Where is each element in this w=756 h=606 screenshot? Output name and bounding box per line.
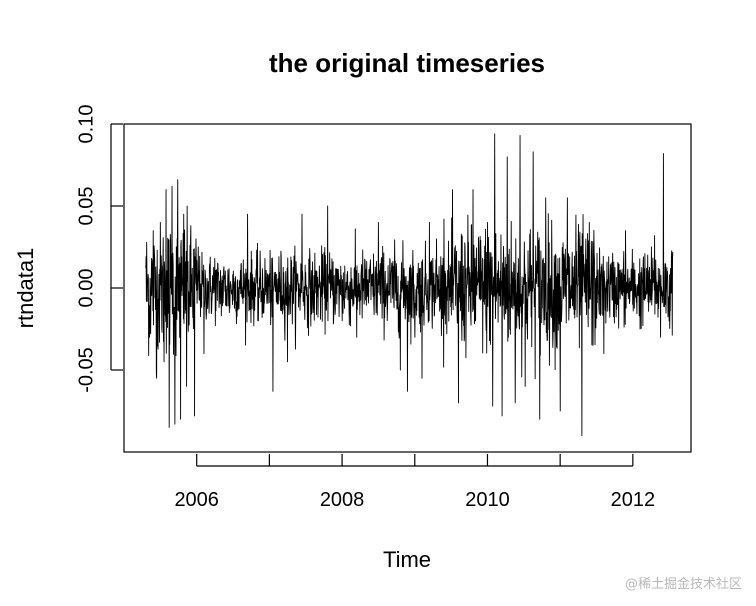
series-layer [145,133,674,437]
plot-frame [123,123,692,453]
x-tick-label: 2010 [465,489,510,511]
y-axis: -0.05 0.00 0.05 0.10 [75,105,123,393]
x-tick-label: 2006 [174,489,219,511]
x-axis-label: Time [383,547,431,572]
x-axis: 2006 2008 2010 2012 [174,454,655,511]
x-tick-label: 2008 [320,489,365,511]
y-tick-label: 0.00 [75,269,97,308]
y-tick-label: 0.10 [75,105,97,144]
x-tick-label: 2012 [611,489,656,511]
y-axis-label: rtndata1 [13,248,38,329]
series-line [145,133,674,437]
y-tick-label: 0.05 [75,187,97,226]
y-tick-label: -0.05 [75,347,97,393]
watermark-text: @稀土掘金技术社区 [624,577,742,592]
chart-title: the original timeseries [269,48,545,78]
